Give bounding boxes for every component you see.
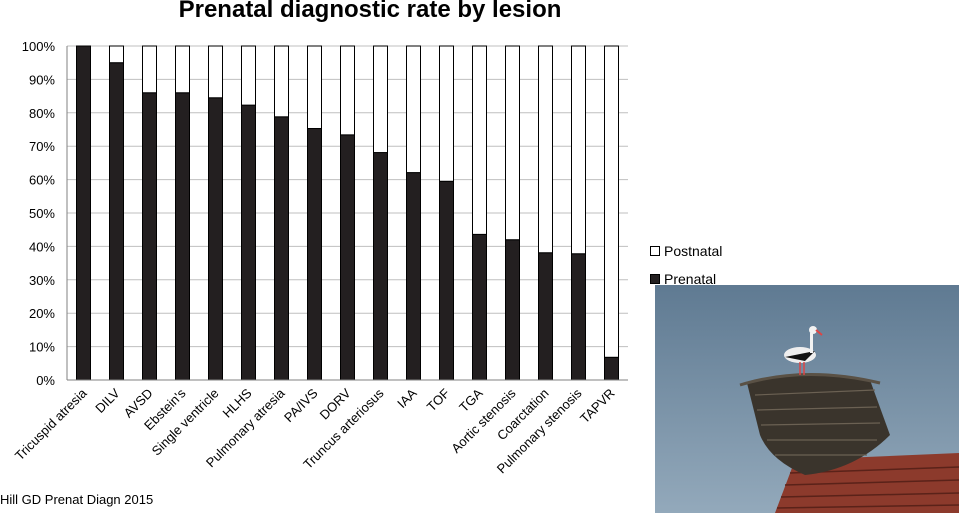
axes: [66, 46, 628, 381]
x-tick-label: TAPVR: [577, 386, 618, 427]
y-tick-label: 100%: [22, 39, 56, 54]
bar-postnatal: [472, 45, 487, 235]
x-tick-label: TGA: [456, 385, 486, 415]
bar-prenatal: [538, 252, 553, 381]
bar-prenatal: [439, 180, 454, 381]
legend: Postnatal Prenatal: [650, 240, 722, 296]
bar-postnatal: [571, 45, 586, 255]
bar-postnatal: [307, 45, 322, 129]
x-tick-labels: Tricuspid atresia DILVAVSDEbstein'sSingle…: [12, 385, 618, 476]
stork-nest-photo: [655, 285, 959, 513]
bar-prenatal: [373, 152, 388, 381]
bar-postnatal: [175, 45, 190, 94]
y-tick-label: 90%: [29, 72, 55, 87]
y-tick-label: 60%: [29, 173, 55, 188]
bars: [76, 45, 619, 381]
citation: Hill GD Prenat Diagn 2015: [0, 492, 154, 507]
bar-prenatal: [340, 134, 355, 381]
bar-postnatal: [340, 45, 355, 136]
bar-prenatal: [241, 104, 256, 381]
x-tick-label: Tricuspid atresia: [12, 385, 90, 463]
bar-prenatal: [406, 172, 421, 381]
y-tick-label: 80%: [29, 106, 55, 121]
bar-postnatal: [208, 45, 223, 99]
legend-swatch-prenatal: [650, 274, 660, 284]
bar-postnatal: [274, 45, 289, 118]
bar-prenatal: [175, 92, 190, 381]
y-tick-label: 0%: [36, 373, 55, 388]
legend-label-postnatal: Postnatal: [664, 243, 723, 259]
bar-postnatal: [373, 45, 388, 154]
bar-postnatal: [505, 45, 520, 241]
bar-prenatal: [109, 62, 124, 381]
bar-prenatal: [274, 116, 289, 381]
bar-prenatal: [142, 92, 157, 381]
bar-prenatal: [505, 239, 520, 381]
legend-item-prenatal: Prenatal: [650, 268, 722, 290]
x-tick-label: IAA: [394, 385, 420, 411]
y-tick-label: 40%: [29, 239, 55, 254]
bar-prenatal: [76, 45, 91, 381]
y-tick-label: 20%: [29, 306, 55, 321]
bar-postnatal: [604, 45, 619, 358]
bar-postnatal: [142, 45, 157, 94]
x-tick-label: DILV: [92, 385, 123, 416]
x-tick-label: PA/IVS: [281, 385, 321, 425]
bar-postnatal: [439, 45, 454, 182]
y-tick-label: 50%: [29, 206, 55, 221]
legend-swatch-postnatal: [650, 246, 660, 256]
y-tick-label: 10%: [29, 340, 55, 355]
bar-prenatal: [307, 127, 322, 381]
y-tick-labels: 0% 10% 20% 30% 40% 50% 60% 70% 80% 90% 100%: [22, 39, 56, 388]
x-tick-label: TOF: [424, 385, 453, 414]
legend-item-postnatal: Postnatal: [650, 240, 722, 262]
bar-prenatal: [571, 253, 586, 381]
bar-prenatal: [604, 356, 619, 381]
bar-prenatal: [208, 97, 223, 381]
y-tick-label: 70%: [29, 139, 55, 154]
legend-label-prenatal: Prenatal: [664, 271, 717, 287]
y-tick-label: 30%: [29, 273, 55, 288]
bar-postnatal: [109, 45, 124, 64]
stacked-bar-chart: 0% 10% 20% 30% 40% 50% 60% 70% 80% 90% 100% Tricus…: [12, 39, 628, 476]
bar-prenatal: [472, 233, 487, 381]
chart-title: Prenatal diagnostic rate by lesion: [178, 0, 562, 23]
bar-postnatal: [406, 45, 421, 174]
bar-postnatal: [241, 45, 256, 106]
bar-postnatal: [538, 45, 553, 254]
